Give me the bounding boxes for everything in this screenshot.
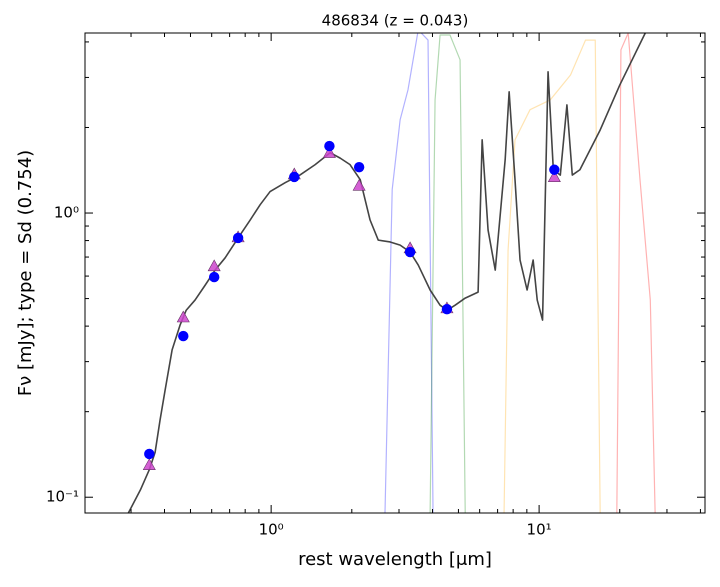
y-axis-label: Fν [mJy]; type = Sd (0.754): [15, 150, 36, 396]
data-point: [324, 140, 335, 152]
data-point: [176, 310, 190, 323]
series-line: [127, 33, 646, 513]
data-point: [207, 259, 221, 272]
data-point: [178, 330, 189, 342]
data-point: [322, 146, 336, 158]
data-point: [352, 178, 366, 191]
data-point: [547, 170, 561, 183]
series-line: [384, 33, 434, 513]
plot-area: [127, 33, 656, 513]
x-axis-label: rest wavelength [μm]: [298, 549, 492, 570]
data-point: [289, 171, 300, 183]
data-point: [441, 303, 453, 315]
x-tick-label: 10¹: [527, 521, 552, 539]
plot-frame: [84, 32, 706, 514]
data-point: [353, 161, 365, 173]
data-point: [142, 458, 156, 470]
series-line: [616, 33, 656, 513]
chart-title: 486834 (z = 0.043): [322, 12, 469, 30]
data-point: [549, 164, 560, 175]
series-line: [429, 34, 466, 513]
data-point: [404, 246, 416, 258]
data-point: [232, 232, 244, 244]
data-point: [144, 448, 155, 460]
data-point: [208, 271, 220, 283]
y-tick-label: 10⁻¹: [46, 488, 79, 506]
x-tick-label: 10⁰: [259, 521, 284, 539]
series-line: [503, 39, 601, 513]
y-tick-label: 10⁰: [54, 204, 79, 222]
